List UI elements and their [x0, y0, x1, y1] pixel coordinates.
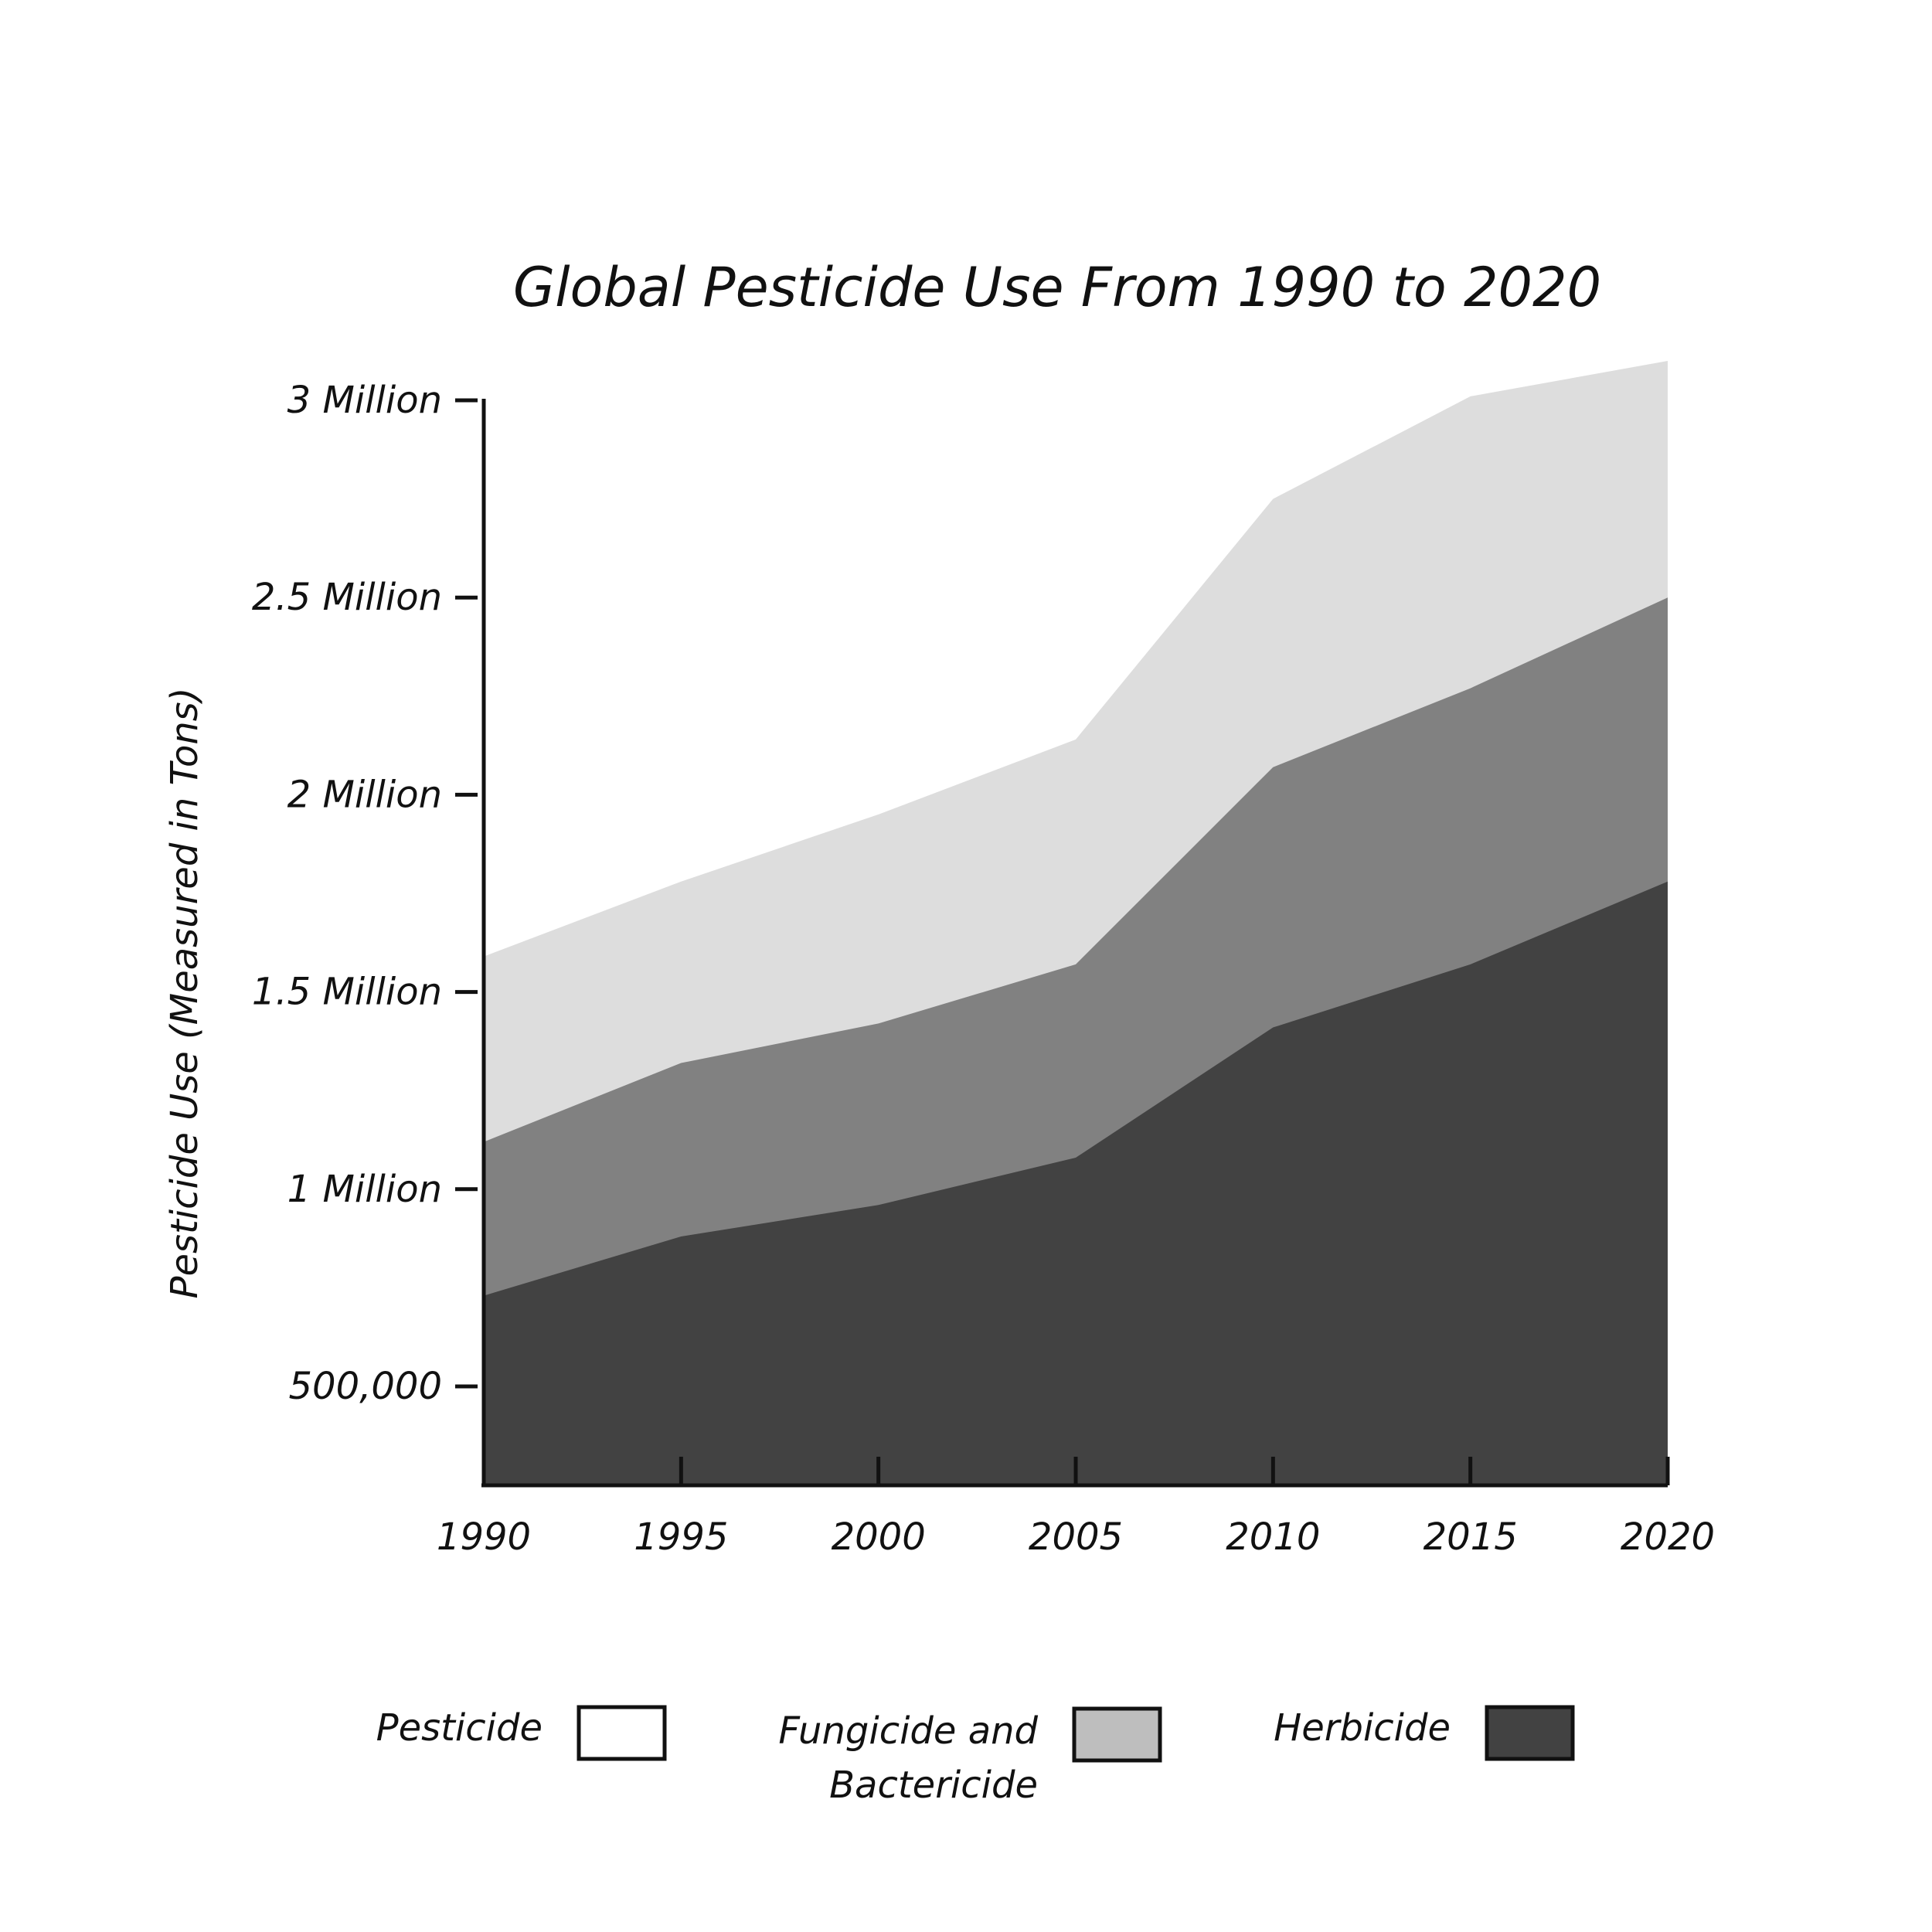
y-tick-label: 1.5 Million — [252, 971, 442, 1014]
area-herbicide — [484, 881, 1668, 1485]
legend-swatch — [577, 1705, 667, 1761]
y-tick-label: 1 Million — [287, 1168, 442, 1211]
legend-item-herbicide: Herbicide — [1274, 1705, 1575, 1761]
legend-item-fungicide-and-bactericide: Fungicide and Bactericide — [778, 1706, 1162, 1807]
legend-label: Pesticide — [376, 1706, 543, 1750]
legend: Pesticide Fungicide and Bactericide Herbici… — [376, 1705, 1575, 1807]
x-tick-label: 2020 — [1621, 1515, 1715, 1559]
y-axis-title: Pesticide Use (Measured in Tons) — [163, 688, 206, 1299]
x-tick-label: 2000 — [832, 1515, 926, 1559]
legend-label: Fungicide and Bactericide — [778, 1709, 1038, 1807]
y-tick-label: 3 Million — [287, 379, 442, 422]
area-series-group — [484, 361, 1668, 1486]
y-axis-ticks: 500,000 1 Million 1.5 Million 2 Million 2.5 … — [252, 379, 478, 1408]
legend-swatch — [1485, 1705, 1575, 1761]
x-tick-label: 2015 — [1423, 1515, 1518, 1559]
x-axis-ticks: 1990 1995 2000 2005 2010 2015 2020 — [437, 1457, 1715, 1559]
y-tick-label: 2 Million — [287, 773, 442, 816]
y-tick-label: 2.5 Million — [252, 576, 442, 619]
x-tick-label: 2010 — [1226, 1515, 1320, 1559]
chart-title: Global Pesticide Use From 1990 to 2020 — [513, 256, 1601, 319]
legend-label: Herbicide — [1274, 1706, 1451, 1750]
legend-item-pesticide: Pesticide — [376, 1705, 667, 1761]
x-tick-label: 1990 — [437, 1515, 531, 1559]
x-tick-label: 2005 — [1029, 1515, 1123, 1559]
x-tick-label: 1995 — [634, 1515, 728, 1559]
legend-swatch — [1072, 1706, 1162, 1763]
y-tick-label: 500,000 — [289, 1365, 443, 1408]
